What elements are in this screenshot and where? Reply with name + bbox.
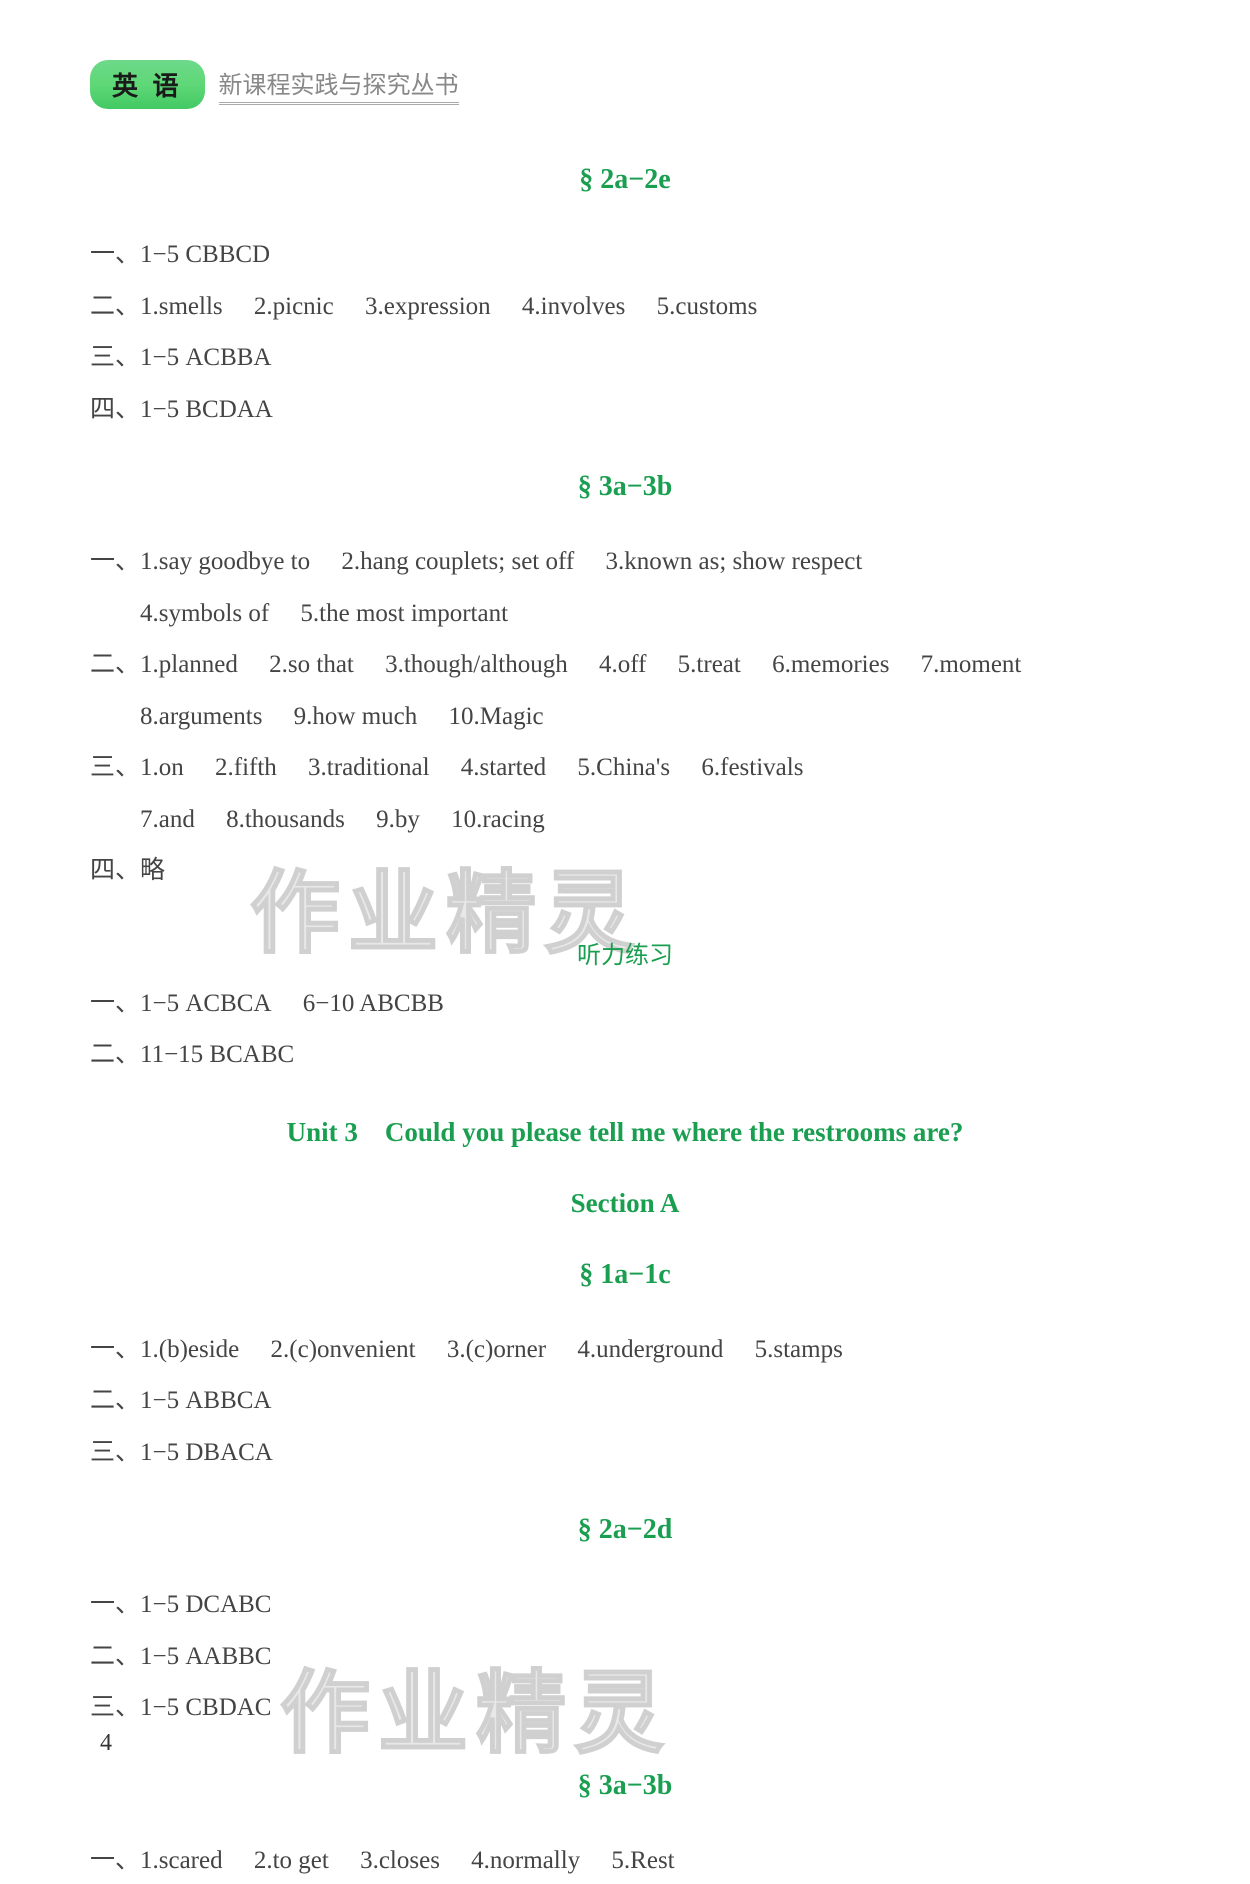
unit-heading: Unit 3 Could you please tell me where th…	[90, 1117, 1160, 1148]
block-1a1c: 一、1.(b)eside 2.(c)onvenient 3.(c)orner 4…	[90, 1326, 1160, 1477]
answer-line: 一、1.(b)eside 2.(c)onvenient 3.(c)orner 4…	[90, 1326, 1160, 1374]
answer-line: 三、1−5 DBACA	[90, 1429, 1160, 1477]
section-heading-3a3b: § 3a−3b	[90, 471, 1160, 503]
answer-line: 一、1−5 ACBCA 6−10 ABCBB	[90, 980, 1160, 1028]
subject-badge: 英 语	[90, 60, 205, 109]
answer-line: 一、1−5 CBBCD	[90, 231, 1160, 279]
answer-line: 四、1−5 BCDAA	[90, 386, 1160, 434]
answer-line: 二、1.smells 2.picnic 3.expression 4.invol…	[90, 283, 1160, 331]
listening-label: 听力练习	[90, 935, 1160, 970]
section-heading-3a3b-2: § 3a−3b	[90, 1770, 1160, 1802]
answer-line: 二、1−5 ABBCA	[90, 1377, 1160, 1425]
section-heading-2a2d: § 2a−2d	[90, 1514, 1160, 1546]
section-heading-2a2e: § 2a−2e	[90, 164, 1160, 196]
block-3a3b-2: 一、1.scared 2.to get 3.closes 4.normally …	[90, 1837, 1160, 1884]
answer-line: 一、1.scared 2.to get 3.closes 4.normally …	[90, 1837, 1160, 1884]
answer-line: 二、11−15 BCABC	[90, 1031, 1160, 1079]
page-header: 英 语 新课程实践与探究丛书	[90, 60, 1160, 109]
answer-line: 三、1.on 2.fifth 3.traditional 4.started 5…	[90, 744, 1160, 792]
answer-line: 四、略	[90, 847, 1160, 895]
block-2a2e: 一、1−5 CBBCD 二、1.smells 2.picnic 3.expres…	[90, 231, 1160, 433]
answer-line: 一、1.say goodbye to 2.hang couplets; set …	[90, 538, 1160, 586]
block-3a3b: 一、1.say goodbye to 2.hang couplets; set …	[90, 538, 1160, 895]
block-2a2d: 一、1−5 DCABC 二、1−5 AABBC 三、1−5 CBDAC	[90, 1581, 1160, 1732]
subject-badge-text: 英 语	[112, 72, 183, 101]
answer-line: 三、1−5 ACBBA	[90, 334, 1160, 382]
answer-line: 二、1.planned 2.so that 3.though/although …	[90, 641, 1160, 689]
section-heading-1a1c: § 1a−1c	[90, 1259, 1160, 1291]
answer-line: 二、1−5 AABBC	[90, 1633, 1160, 1681]
answer-line: 一、1−5 DCABC	[90, 1581, 1160, 1629]
answer-line: 4.symbols of 5.the most important	[90, 590, 1160, 638]
answer-line: 8.arguments 9.how much 10.Magic	[90, 693, 1160, 741]
page-content: 英 语 新课程实践与探究丛书 § 2a−2e 一、1−5 CBBCD 二、1.s…	[90, 60, 1160, 1884]
section-a-heading: Section A	[90, 1188, 1160, 1219]
answer-line: 三、1−5 CBDAC	[90, 1684, 1160, 1732]
answer-line: 7.and 8.thousands 9.by 10.racing	[90, 796, 1160, 844]
block-listening: 一、1−5 ACBCA 6−10 ABCBB 二、11−15 BCABC	[90, 980, 1160, 1079]
header-subtitle: 新课程实践与探究丛书	[219, 65, 459, 105]
